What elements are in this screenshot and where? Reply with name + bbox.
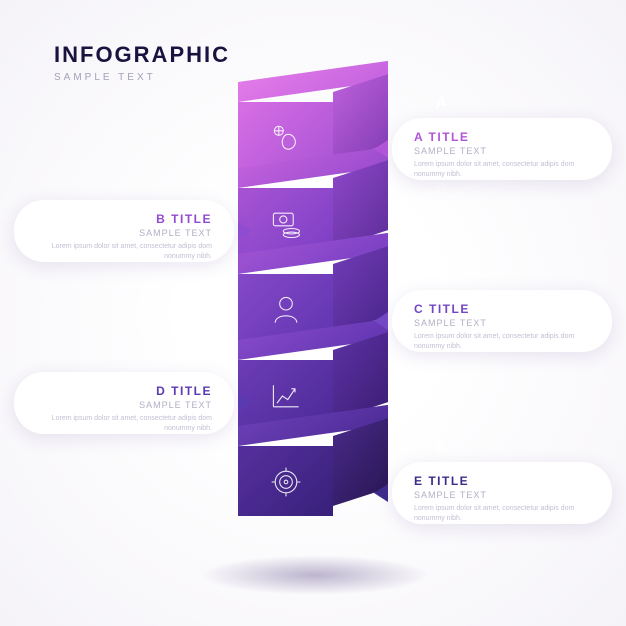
callout-title: D TITLE <box>36 384 212 398</box>
cube-letter: A <box>435 93 447 115</box>
callout-d: D TITLE SAMPLE TEXT Lorem ipsum dolor sit … <box>14 372 234 434</box>
callout-title: C TITLE <box>414 302 590 316</box>
callout-desc: Lorem ipsum dolor sit amet, consectetur … <box>414 504 590 524</box>
callout-sample: SAMPLE TEXT <box>36 228 212 238</box>
target-gear-icon <box>268 464 304 500</box>
chart-up-icon <box>268 378 304 414</box>
cube-letter: E <box>435 437 446 458</box>
triangle-e-icon <box>374 484 388 502</box>
callout-sample: SAMPLE TEXT <box>414 318 590 328</box>
cube-face-front <box>238 446 333 516</box>
header: INFOGRAPHIC SAMPLE TEXT <box>54 42 230 83</box>
triangle-b-icon <box>238 222 252 240</box>
page-title: INFOGRAPHIC <box>54 42 230 68</box>
callout-b: B TITLE SAMPLE TEXT Lorem ipsum dolor sit … <box>14 200 234 262</box>
hand-ok-icon <box>268 120 304 156</box>
callout-c: C TITLE SAMPLE TEXT Lorem ipsum dolor sit … <box>392 290 612 352</box>
callout-a: A TITLE SAMPLE TEXT Lorem ipsum dolor sit … <box>392 118 612 180</box>
cube-letter: C <box>435 265 447 287</box>
floor-shadow <box>200 555 430 595</box>
callout-desc: Lorem ipsum dolor sit amet, consectetur … <box>36 242 212 262</box>
callout-title: B TITLE <box>36 212 212 226</box>
cube-e: E <box>238 444 388 526</box>
callout-desc: Lorem ipsum dolor sit amet, consectetur … <box>414 160 590 180</box>
callout-title: A TITLE <box>414 130 590 144</box>
callout-title: E TITLE <box>414 474 590 488</box>
page-subtitle: SAMPLE TEXT <box>54 72 230 83</box>
callout-sample: SAMPLE TEXT <box>414 146 590 156</box>
triangle-d-icon <box>238 394 252 412</box>
callout-e: E TITLE SAMPLE TEXT Lorem ipsum dolor sit … <box>392 462 612 524</box>
cube-letter: D <box>435 351 447 373</box>
cube-stack: ABCDE <box>238 100 388 530</box>
money-coins-icon <box>268 206 304 242</box>
triangle-a-icon <box>374 140 388 158</box>
callout-desc: Lorem ipsum dolor sit amet, consectetur … <box>414 332 590 352</box>
callout-sample: SAMPLE TEXT <box>36 400 212 410</box>
callout-sample: SAMPLE TEXT <box>414 490 590 500</box>
callout-desc: Lorem ipsum dolor sit amet, consectetur … <box>36 414 212 434</box>
triangle-c-icon <box>374 312 388 330</box>
user-outline-icon <box>268 292 304 328</box>
cube-letter: B <box>435 179 447 201</box>
